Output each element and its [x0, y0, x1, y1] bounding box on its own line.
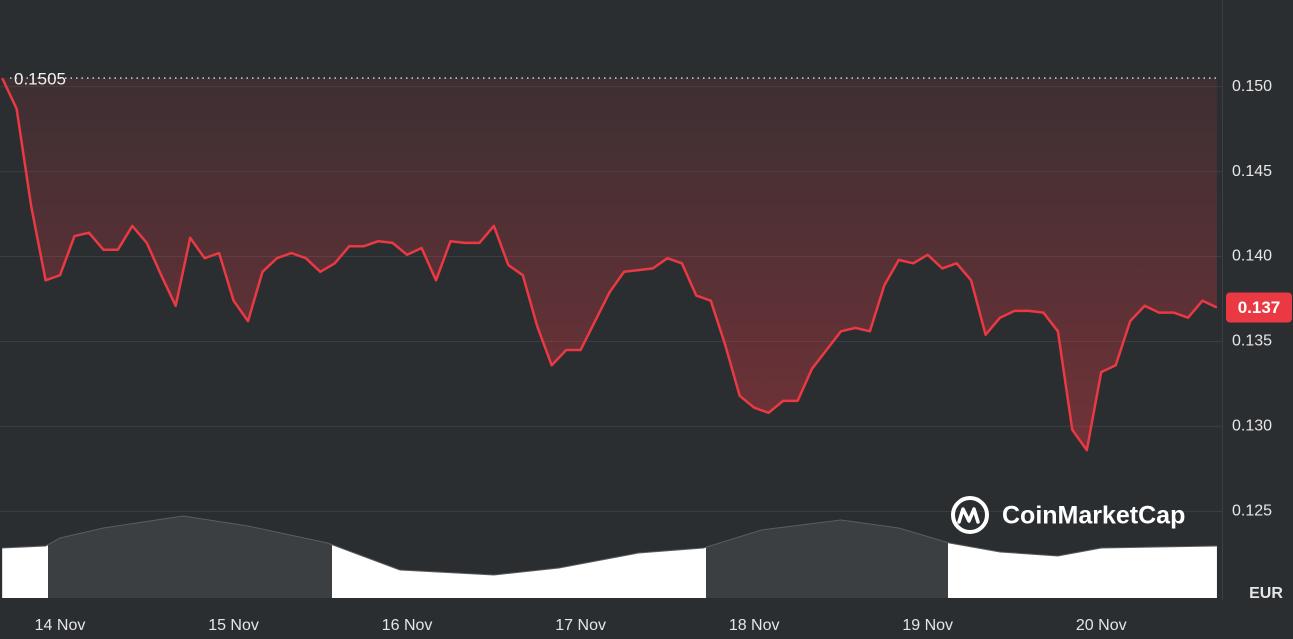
price-line — [1, 77, 1218, 452]
x-tick-label: 15 Nov — [208, 617, 259, 634]
y-tick-label: 0.130 — [1232, 418, 1272, 435]
price-tag-label: 0.137 — [1238, 298, 1281, 317]
baseline-label: 0.1505 — [14, 70, 66, 89]
x-tick-label: 18 Nov — [729, 617, 780, 634]
area-fill — [2, 78, 1217, 451]
watermark: CoinMarketCap — [951, 496, 1185, 534]
watermark-text: CoinMarketCap — [1002, 502, 1185, 530]
y-tick-label: 0.125 — [1232, 503, 1272, 520]
currency-label: EUR — [1249, 585, 1283, 602]
logo-mark — [957, 507, 980, 524]
x-tick-label: 20 Nov — [1076, 617, 1127, 634]
x-tick-label: 19 Nov — [902, 617, 953, 634]
x-tick-label: 16 Nov — [382, 617, 433, 634]
y-tick-label: 0.135 — [1232, 333, 1272, 350]
x-tick-label: 17 Nov — [555, 617, 606, 634]
price-tag — [1226, 292, 1292, 323]
y-tick-label: 0.140 — [1232, 248, 1272, 265]
x-tick-label: 14 Nov — [35, 617, 86, 634]
y-tick-label: 0.150 — [1232, 78, 1272, 95]
volume-line — [2, 515, 1217, 576]
logo-ring — [951, 496, 989, 534]
y-tick-label: 0.145 — [1232, 163, 1272, 180]
